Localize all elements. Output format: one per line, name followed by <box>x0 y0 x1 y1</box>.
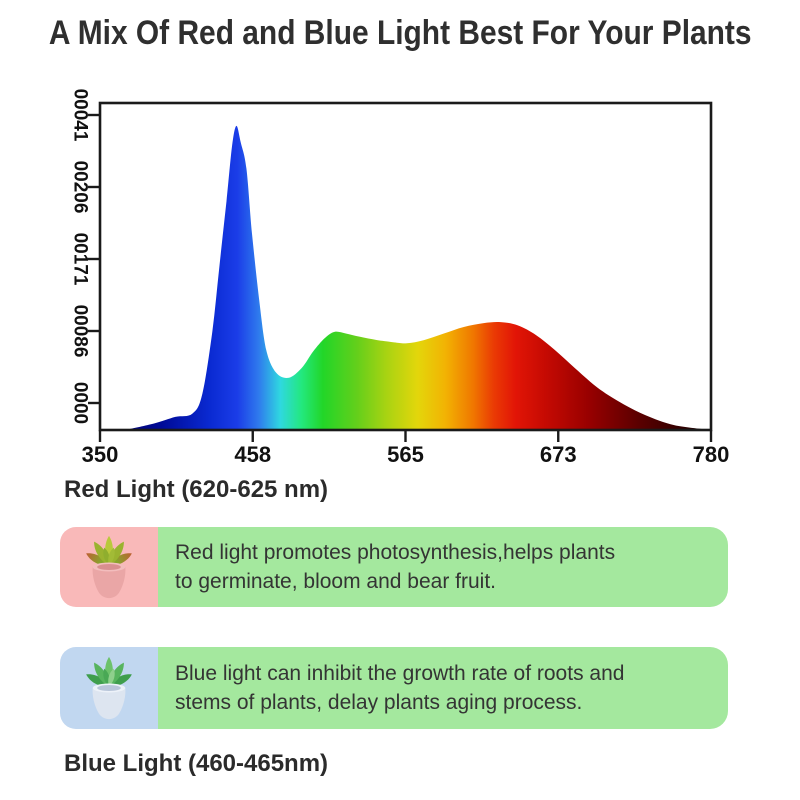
spectrum-chart: 350 458 565 673 780 0000 00086 00171 00206 00041 <box>70 89 730 467</box>
blue-light-text-line1: Blue light can inhibit the growth rate o… <box>175 662 625 685</box>
succulent-pink-pot-icon <box>86 535 132 599</box>
x-tick-label: 673 <box>540 442 577 467</box>
y-tick-label: 00206 <box>70 161 91 214</box>
x-tick-label: 350 <box>82 442 119 467</box>
blue-light-text-line2: stems of plants, delay plants aging proc… <box>175 691 583 714</box>
red-light-text-box: Red light promotes photosynthesis,helps … <box>158 527 728 607</box>
y-tick-label: 0000 <box>70 382 91 424</box>
red-light-heading: Red Light (620-625 nm) <box>64 476 329 503</box>
blue-light-info-row: Blue light can inhibit the growth rate o… <box>60 647 728 729</box>
blue-light-text-box: Blue light can inhibit the growth rate o… <box>158 647 728 729</box>
succulent-blue-pot-icon <box>86 656 132 720</box>
red-icon-tile <box>60 527 158 607</box>
page-title: A Mix Of Red and Blue Light Best For You… <box>0 14 800 53</box>
x-tick-label: 458 <box>234 442 271 467</box>
y-tick-label: 00171 <box>70 233 91 286</box>
x-tick-label: 565 <box>387 442 424 467</box>
spectrum-area <box>125 125 712 430</box>
x-tick-label: 780 <box>693 442 730 467</box>
page-title-text: A Mix Of Red and Blue Light Best For You… <box>48 14 752 52</box>
red-light-text-line1: Red light promotes photosynthesis,helps … <box>175 541 616 564</box>
red-light-info-row: Red light promotes photosynthesis,helps … <box>60 527 728 607</box>
red-light-text-line2: to germinate, bloom and bear fruit. <box>175 570 497 593</box>
y-tick-label: 00041 <box>70 89 91 142</box>
blue-icon-tile <box>60 647 158 729</box>
y-tick-label: 00086 <box>70 305 91 358</box>
blue-light-heading: Blue Light (460-465nm) <box>64 750 329 777</box>
